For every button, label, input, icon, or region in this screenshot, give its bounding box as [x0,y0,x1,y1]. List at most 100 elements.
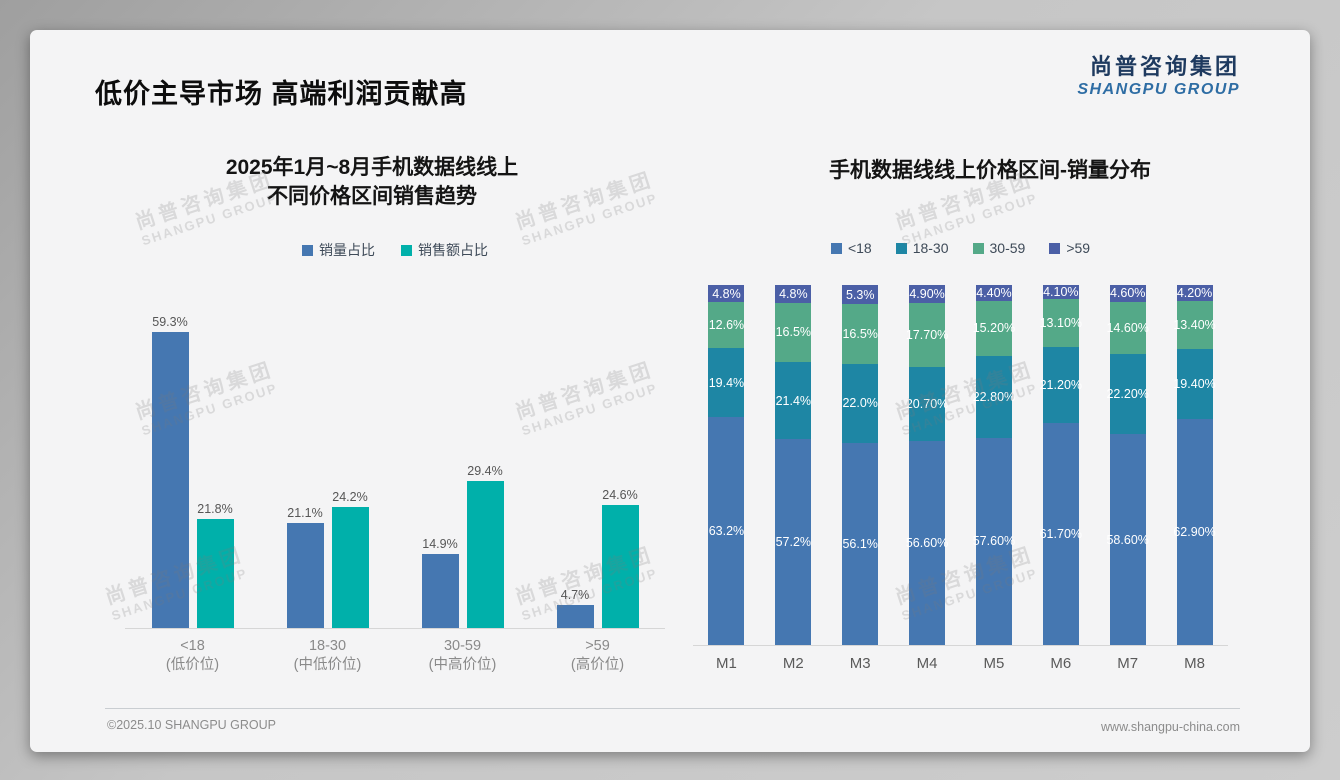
segment-30-59: 14.60% [1106,301,1149,355]
segment-value-label: 22.80% [972,389,1016,404]
month-label-M1: M1 [716,655,737,672]
segment-30-59: 13.10% [1039,299,1083,347]
segment->59: 4.20% [1176,285,1213,301]
stacked-bar-M7: 58.60% 22.20% 14.60% 4.60% [1106,285,1149,645]
page-title: 低价主导市场 高端利润贡献高 [95,79,468,109]
bar-销量占比 [421,553,459,628]
segment-18-30: 22.0% [842,363,879,444]
stacked-column-M8: 62.90% 19.40% 13.40% 4.20% [1161,285,1228,645]
grouped-plot: 59.3% 21.8% 21.1% 24.2% 14.9% 29.4% 4.7% 24.6% [125,315,665,629]
segment-value-label: 21.20% [1039,377,1083,392]
segment-30-59: 17.70% [906,303,948,367]
category-label-line: <18 [180,638,205,654]
legend-item-销量占比: 销量占比 [302,240,375,260]
segment-value-label: 4.8% [779,287,808,302]
segment-value-label: 14.60% [1106,320,1149,335]
stacked-column-M4: 56.60% 20.70% 17.70% 4.90% [894,285,961,645]
bar-value-label: 24.2% [332,490,368,504]
logo-chinese-name: 尚普咨询集团 [1089,54,1240,79]
segment->59: 4.90% [909,285,946,304]
bar-销售额占比 [466,481,504,628]
bar-销售额占比 [331,507,369,628]
legend-swatch-icon [972,242,984,254]
segment-30-59: 15.20% [973,300,1015,356]
bar-销售额占比 [196,519,234,628]
segment->59: 5.3% [842,285,879,305]
stacked-bar-M5: 57.60% 22.80% 15.20% 4.40% [972,285,1016,645]
month-label-M7: M7 [1117,655,1139,672]
segment-18-30: 19.4% [708,347,745,418]
bar-group->59: 4.7% 24.6% [530,488,665,628]
bar-销量占比 [286,522,324,628]
stacked-column-M5: 57.60% 22.80% 15.20% 4.40% [961,285,1028,645]
segment-<18: 62.90% [1173,418,1216,645]
segment-30-59: 16.5% [775,302,812,363]
month-label-M8: M8 [1184,655,1205,672]
segment->59: 4.8% [708,285,745,303]
category-label-line: 18-30 [308,638,347,654]
stacked-column-M1: 63.2% 19.4% 12.6% 4.8% [693,285,760,645]
left-chart-title: 2025年1月~8月手机数据线线上 不同价格区间销售趋势 [105,153,639,211]
bar-销量占比 [556,604,594,628]
right-chart-title: 手机数据线线上价格区间-销量分布 [829,159,1151,182]
segment-value-label: 58.60% [1106,532,1149,547]
month-label-M6: M6 [1050,655,1072,672]
segment-value-label: 4.90% [909,287,945,302]
bar-wrap: 21.1% [286,505,324,628]
segment-value-label: 19.4% [708,375,745,390]
segment-18-30: 21.20% [1039,346,1083,423]
footer-website: www.shangpu-china.com [1101,720,1240,734]
stacked-bar-M2: 57.2% 21.4% 16.5% 4.8% [775,285,812,645]
segment-<18: 58.60% [1106,434,1149,645]
month-label-M4: M4 [916,655,938,672]
legend-label: 销售额占比 [418,242,488,258]
bar-value-label: 59.3% [152,314,188,329]
footer-divider [105,708,1240,709]
segment-30-59: 12.6% [708,302,745,348]
segment-18-30: 22.80% [972,355,1016,438]
segment-value-label: 4.10% [1043,285,1079,300]
segment-value-label: 13.40% [1173,317,1216,332]
legend-label: 18-30 [912,240,949,256]
bar-wrap: 59.3% [151,314,189,628]
bar-wrap: 21.8% [196,502,234,628]
segment-value-label: 16.5% [775,325,812,340]
stacked-plot: 63.2% 19.4% 12.6% 4.8% 57.2% 21.4% 16.5% 4.8% 56… [693,284,1228,646]
legend-item-30-59: 30-59 [972,240,1025,256]
stacked-bar-M3: 56.1% 22.0% 16.5% 5.3% [842,285,879,645]
segment-value-label: 13.10% [1039,316,1083,330]
stacked-bar-M8: 62.90% 19.40% 13.40% 4.20% [1173,285,1216,645]
segment-value-label: 5.3% [845,287,875,302]
category-label-line: (高价位) [570,657,625,673]
legend-swatch-icon [895,242,907,254]
bar-wrap: 24.2% [331,490,369,628]
segment-value-label: 20.70% [905,396,949,411]
segment->59: 4.10% [1042,284,1079,300]
segment-30-59: 13.40% [1173,300,1216,349]
bar-value-label: 21.1% [287,505,323,520]
month-label-M5: M5 [983,655,1005,672]
segment-18-30: 21.4% [775,362,812,440]
segment-value-label: 12.6% [708,317,745,332]
bar-销量占比 [151,331,189,628]
category-label: 18-30 (中低价位) [260,637,395,675]
stacked-column-M7: 58.60% 22.20% 14.60% 4.60% [1094,285,1161,645]
grouped-categories: <18 (低价位) 18-30 (中低价位) 30-59 (中高价位) >59 (高价位) [125,637,665,675]
chart-panel-volume-distribution: 手机数据线线上价格区间-销量分布 <18 18-30 30-59 >59 63.2% 1… [685,145,1305,720]
bar-销售额占比 [601,505,639,628]
segment-value-label: 19.40% [1173,376,1216,391]
bar-wrap: 14.9% [421,537,459,628]
legend-label: >59 [1066,240,1091,256]
bar-value-label: 4.7% [560,587,590,602]
legend-item-18-30: 18-30 [895,240,949,256]
segment-18-30: 20.70% [905,366,949,442]
segment-value-label: 62.90% [1173,524,1216,539]
footer-copyright: ©2025.10 SHANGPU GROUP [107,718,276,732]
segment->59: 4.60% [1109,285,1146,302]
segment-18-30: 22.20% [1106,354,1149,435]
category-label-line: (中高价位) [428,657,497,673]
segment-value-label: 22.20% [1106,387,1149,402]
category-label-line: 30-59 [443,638,482,654]
segment-value-label: 4.60% [1109,286,1146,301]
bar-value-label: 29.4% [467,464,503,478]
